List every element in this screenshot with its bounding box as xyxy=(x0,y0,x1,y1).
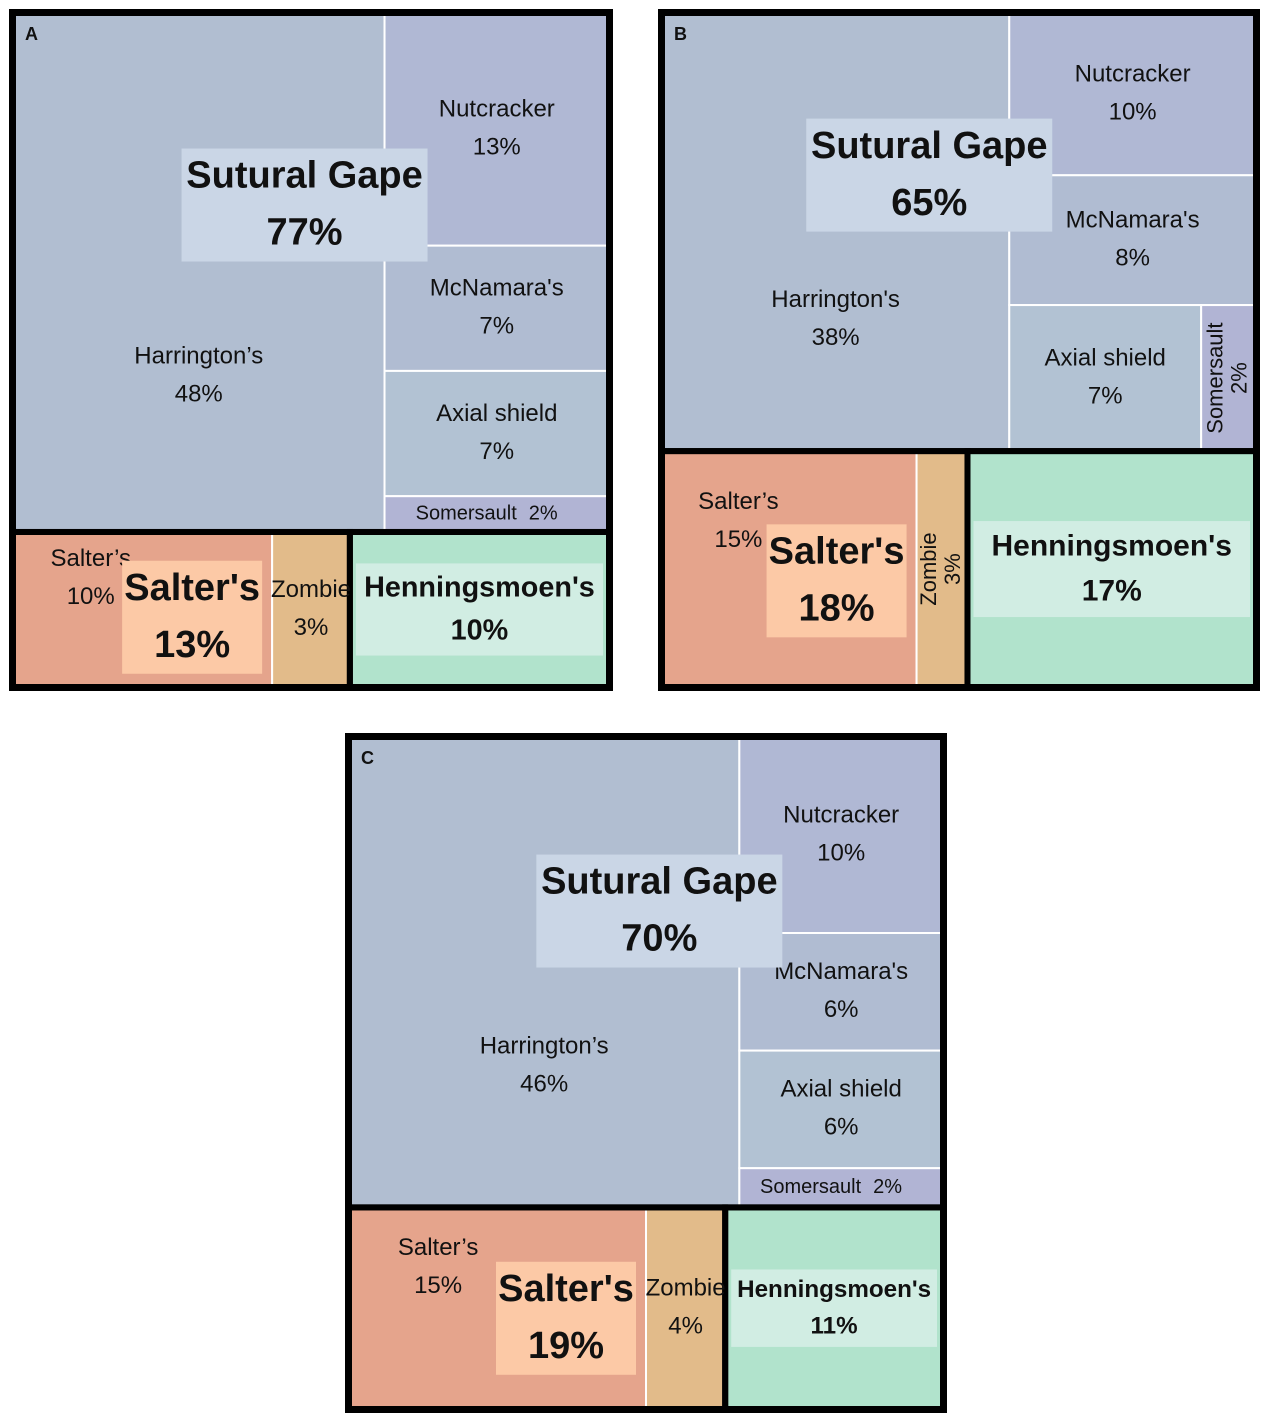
treemap-tile xyxy=(645,1206,727,1411)
leaf-name: Axial shield xyxy=(436,400,557,427)
leaf-value: 48% xyxy=(175,381,223,408)
labels: Harrington's 38% Nutcracker 10% McNamara's 8%… xyxy=(698,60,1251,638)
group-name: Henningsmoen's xyxy=(737,1276,931,1303)
panel: Harrington’s 46% Nutcracker 10% McNamara's 6%… xyxy=(345,733,947,1413)
group-name: Salter's xyxy=(498,1268,634,1310)
leaf-value: 2% xyxy=(529,502,558,524)
group-value: 77% xyxy=(267,212,343,254)
leaf-value: 7% xyxy=(479,313,514,340)
treemap-tile xyxy=(271,530,351,688)
leaf-value: 2% xyxy=(1226,362,1251,394)
treemap-tile xyxy=(738,1049,944,1170)
group-value: 19% xyxy=(528,1325,604,1367)
group-label-box xyxy=(766,524,907,638)
leaf-name: Somersault xyxy=(1202,322,1227,433)
leaf-value: 15% xyxy=(414,1272,462,1299)
group-label-box xyxy=(806,118,1053,232)
leaf-name: Salter’s xyxy=(50,545,130,572)
leaf-value: 10% xyxy=(817,839,865,866)
leaf-value: 3% xyxy=(294,614,329,641)
leaf-value: 6% xyxy=(824,996,859,1023)
leaf-value: 38% xyxy=(812,324,860,351)
group-value: 11% xyxy=(811,1312,858,1339)
group-value: 13% xyxy=(154,624,230,666)
treemap-tile xyxy=(383,244,610,372)
group-value: 70% xyxy=(621,918,697,960)
panel-border xyxy=(9,9,613,691)
group-value: 10% xyxy=(451,615,509,647)
group-name: Sutural Gape xyxy=(811,125,1048,167)
treemap-tile xyxy=(1008,304,1203,453)
leaf-name: Harrington's xyxy=(771,286,900,313)
group-label-box xyxy=(122,560,263,674)
panel-border xyxy=(345,733,947,1413)
panel-label: B xyxy=(674,24,687,44)
panel-border xyxy=(658,9,1260,691)
leaf-value: 2% xyxy=(873,1176,902,1198)
panel-label: C xyxy=(361,748,374,768)
leaf-value: 6% xyxy=(824,1114,859,1141)
group-label-box xyxy=(536,854,783,968)
leaf-name: Zombie xyxy=(916,532,941,605)
treemap-tile xyxy=(661,12,1011,453)
treemap-tile xyxy=(348,736,741,1209)
leaf-value: 15% xyxy=(714,526,762,553)
group-value: 17% xyxy=(1082,574,1142,607)
group-value: 18% xyxy=(799,588,875,630)
leaf-name: Axial shield xyxy=(780,1076,901,1103)
group-name: Salter's xyxy=(124,567,260,609)
leaf-value: 7% xyxy=(479,438,514,465)
group-label-box xyxy=(181,148,428,262)
labels: Harrington’s 48% Nutcracker 13% McNamara's 7%… xyxy=(50,96,603,674)
leaf-name: Zombie xyxy=(646,1275,726,1302)
leaf-name: Zombie xyxy=(271,576,351,603)
group-label-box xyxy=(973,521,1250,618)
leaf-value: 13% xyxy=(473,134,521,161)
leaf-value: 8% xyxy=(1115,245,1150,272)
leaf-name: Somersault xyxy=(416,502,518,524)
leaf-value: 4% xyxy=(668,1313,703,1340)
treemap-tile xyxy=(915,450,969,688)
leaf-value: 10% xyxy=(67,583,115,610)
leaf-name: Somersault xyxy=(760,1176,862,1198)
group-label-box xyxy=(355,563,603,656)
group-name: Salter's xyxy=(769,531,905,573)
treemap-tile xyxy=(12,12,386,533)
leaf-value: 7% xyxy=(1088,382,1123,409)
leaf-value: 10% xyxy=(1109,98,1157,125)
treemap-tile xyxy=(1200,304,1257,453)
leaf-name: McNamara's xyxy=(774,958,908,985)
leaf-name: Harrington’s xyxy=(134,343,263,370)
group-name: Henningsmoen's xyxy=(991,529,1232,562)
group-name: Sutural Gape xyxy=(186,155,423,197)
leaf-name: Nutcracker xyxy=(439,96,555,123)
leaf-name: Nutcracker xyxy=(783,801,899,828)
group-value: 65% xyxy=(891,182,967,224)
panel: Harrington’s 48% Nutcracker 13% McNamara's 7%… xyxy=(9,9,613,691)
leaf-name: McNamara's xyxy=(1066,207,1200,234)
leaf-name: Salter’s xyxy=(398,1234,478,1261)
labels: Harrington’s 46% Nutcracker 10% McNamara's 6%… xyxy=(398,801,937,1375)
leaf-name: Nutcracker xyxy=(1075,60,1191,87)
treemap-tile xyxy=(383,369,610,498)
group-label-box xyxy=(496,1261,636,1375)
leaf-name: Harrington’s xyxy=(480,1033,609,1060)
group-name: Sutural Gape xyxy=(541,861,778,903)
leaf-value: 3% xyxy=(940,553,965,585)
panel-label: A xyxy=(25,24,38,44)
group-name: Henningsmoen's xyxy=(364,571,595,603)
leaf-value: 46% xyxy=(520,1071,568,1098)
group-label-box xyxy=(731,1269,937,1347)
leaf-name: McNamara's xyxy=(430,275,564,302)
leaf-name: Axial shield xyxy=(1045,344,1166,371)
panel: Harrington's 38% Nutcracker 10% McNamara's 8%… xyxy=(658,9,1260,691)
leaf-name: Salter’s xyxy=(698,488,778,515)
